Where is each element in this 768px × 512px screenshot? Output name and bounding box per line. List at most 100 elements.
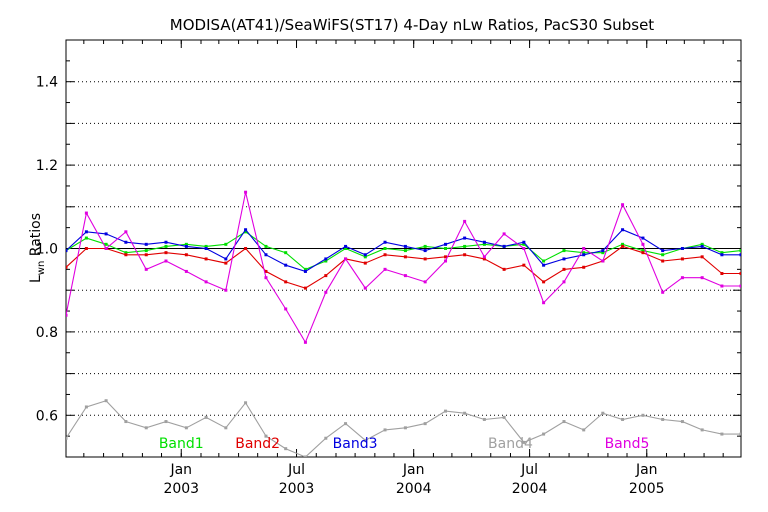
data-point — [700, 244, 704, 248]
data-point — [84, 211, 88, 215]
data-point — [184, 269, 188, 273]
y-tick-label: 1.4 — [36, 75, 58, 91]
data-point — [164, 420, 168, 424]
chart-title: MODISA(AT41)/SeaWiFS(ST17) 4-Day nLw Rat… — [170, 16, 655, 34]
data-point — [363, 286, 367, 290]
data-point — [144, 267, 148, 271]
data-point — [144, 426, 148, 430]
data-point — [720, 253, 724, 257]
x-tick-label-month: Jan — [402, 462, 425, 478]
data-point — [739, 284, 741, 288]
data-point — [303, 340, 307, 344]
data-point — [66, 313, 68, 317]
data-point — [303, 286, 307, 290]
data-point — [739, 432, 741, 436]
data-point — [164, 251, 168, 255]
data-point — [164, 240, 168, 244]
x-tick-label-year: 2003 — [163, 481, 199, 497]
data-point — [621, 203, 625, 207]
data-point — [244, 230, 248, 234]
y-tick-label: 0.6 — [36, 408, 58, 424]
data-point — [661, 290, 665, 294]
data-point — [184, 253, 188, 257]
data-point — [164, 259, 168, 263]
data-point — [562, 267, 566, 271]
data-point — [124, 420, 128, 424]
data-point — [324, 290, 328, 294]
data-point — [582, 428, 586, 432]
data-point — [403, 249, 407, 253]
data-point — [124, 253, 128, 257]
data-point — [403, 274, 407, 278]
data-point — [720, 284, 724, 288]
y-axis-label: Lwn Ratios — [28, 213, 47, 283]
data-point — [621, 228, 625, 232]
data-point — [463, 411, 467, 415]
data-point — [363, 255, 367, 259]
data-point — [562, 249, 566, 253]
data-point — [739, 253, 741, 257]
data-point — [244, 247, 248, 250]
data-point — [284, 307, 288, 311]
data-point — [403, 255, 407, 259]
data-point — [363, 261, 367, 265]
data-point — [542, 432, 546, 436]
data-point — [482, 242, 486, 246]
y-tick-label: 1.0 — [36, 242, 58, 258]
data-point — [444, 242, 448, 246]
data-point — [66, 436, 68, 440]
data-point — [84, 247, 88, 250]
data-point — [284, 280, 288, 284]
data-point — [224, 288, 228, 292]
data-point — [641, 242, 645, 246]
data-point — [264, 269, 268, 273]
data-point — [680, 420, 684, 424]
legend-band2: Band2 — [235, 436, 280, 452]
data-point — [204, 247, 208, 250]
data-point — [224, 261, 228, 265]
data-point — [264, 244, 268, 248]
y-tick-label: 1.2 — [36, 158, 58, 174]
data-point — [144, 253, 148, 257]
data-point — [482, 240, 486, 244]
data-point — [522, 242, 526, 246]
data-point — [104, 232, 108, 236]
data-point — [720, 432, 724, 436]
data-point — [284, 251, 288, 255]
data-point — [661, 259, 665, 263]
data-point — [444, 409, 448, 413]
data-point — [303, 455, 307, 457]
series-band4 — [66, 399, 741, 457]
data-point — [641, 413, 645, 417]
x-tick-label-month: Jul — [287, 462, 305, 478]
data-point — [641, 249, 645, 253]
data-point — [700, 255, 704, 259]
data-point — [303, 267, 307, 271]
legend-band3: Band3 — [333, 436, 378, 452]
data-point — [324, 259, 328, 263]
data-point — [264, 434, 268, 438]
data-point — [144, 242, 148, 246]
x-tick-label-year: 2004 — [512, 481, 548, 497]
data-point — [582, 251, 586, 255]
legend-band5: Band5 — [605, 436, 650, 452]
data-point — [84, 405, 88, 409]
data-point — [104, 247, 108, 250]
data-point — [344, 244, 348, 248]
data-point — [423, 244, 427, 248]
data-point — [383, 253, 387, 257]
data-point — [562, 420, 566, 424]
data-point — [324, 436, 328, 440]
data-point — [522, 247, 526, 250]
data-point — [124, 240, 128, 244]
data-point — [264, 253, 268, 257]
data-point — [423, 249, 427, 253]
data-point — [502, 244, 506, 248]
x-tick-label-year: 2004 — [396, 481, 432, 497]
data-point — [700, 276, 704, 280]
data-point — [562, 257, 566, 261]
data-point — [344, 257, 348, 261]
data-point — [444, 247, 448, 250]
data-point — [542, 259, 546, 263]
data-point — [463, 253, 467, 257]
